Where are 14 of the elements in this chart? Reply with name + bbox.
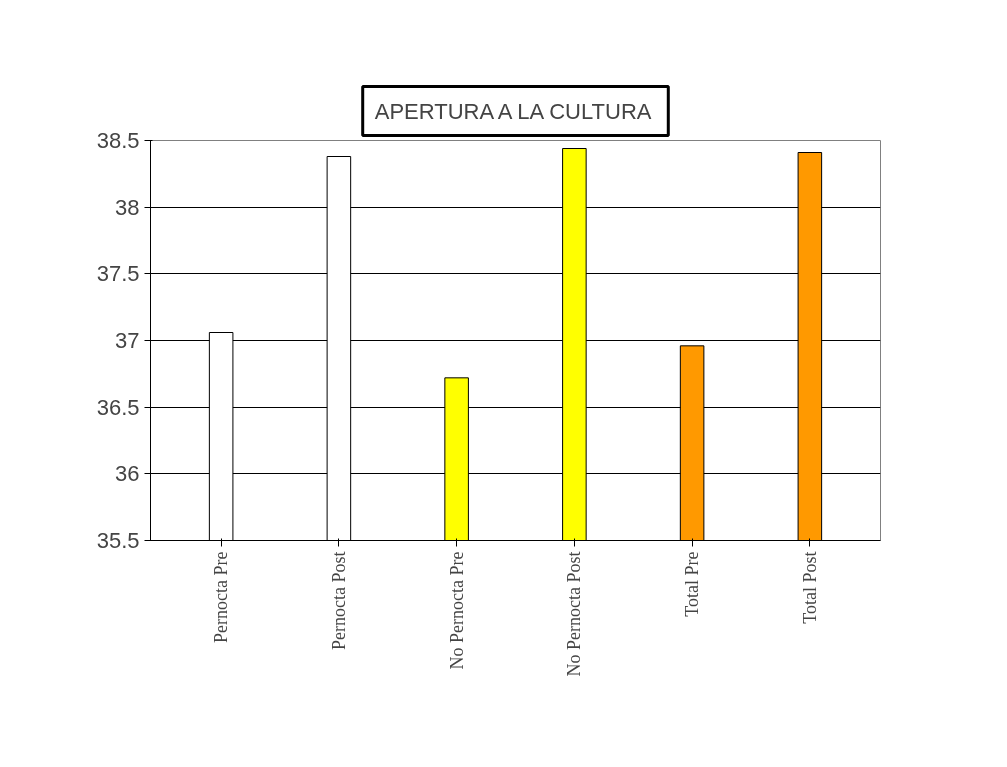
x-tick-label: No Pernocta Pre [446, 551, 467, 670]
x-tick-label: Total Post [799, 551, 820, 624]
y-tick-label: 37.5 [96, 261, 140, 287]
y-tick-label: 36.5 [96, 394, 140, 420]
x-tick-label: Pernocta Pre [211, 551, 232, 643]
x-tick-label: Total Pre [682, 551, 703, 617]
x-tick-label: No Pernocta Post [564, 551, 585, 677]
y-tick-label: 37 [115, 328, 140, 353]
y-tick-label: 38 [115, 194, 140, 220]
x-tick-label: Pernocta Post [328, 551, 349, 650]
y-tick-label: 38.5 [96, 128, 140, 153]
y-tick-label: 36 [115, 461, 140, 487]
chart-title: APERTURA A LA CULTURA [374, 98, 652, 124]
y-tick-label: 35.5 [96, 528, 140, 553]
